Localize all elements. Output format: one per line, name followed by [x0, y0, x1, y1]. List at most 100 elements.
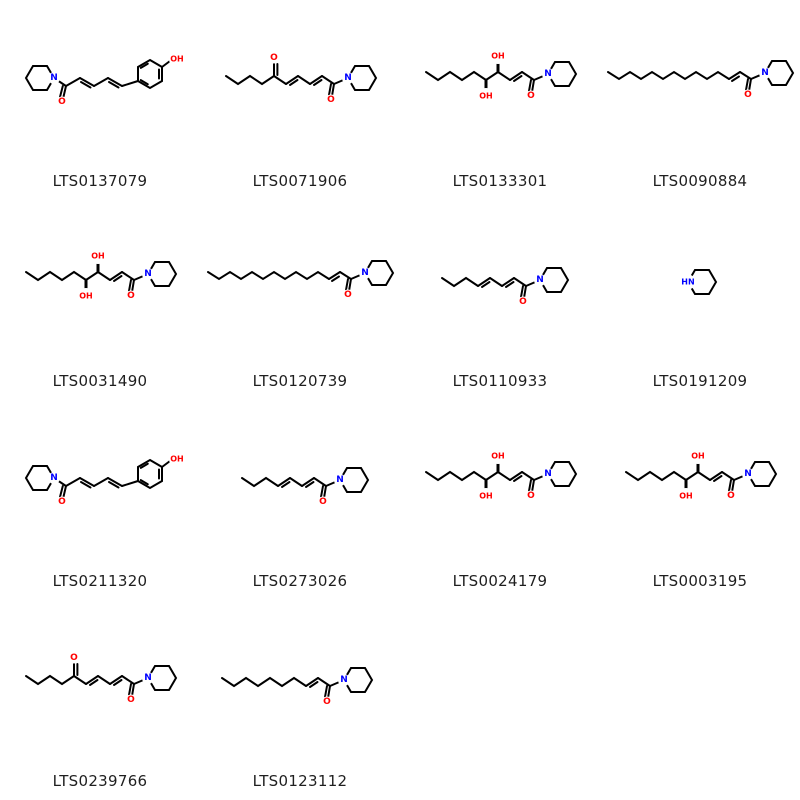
molecule-id-label: LTS0090884	[652, 172, 748, 190]
nitrogen-atom-label: N	[536, 275, 544, 285]
molecule-drawing: O N	[607, 60, 795, 101]
molecule-id-label: LTS0211320	[52, 572, 148, 590]
oxygen-atom-label: O	[527, 491, 535, 501]
oxygen-atom-label: O	[527, 91, 535, 101]
oxygen-atom-label: O	[327, 95, 335, 105]
molecule-structure: O N	[200, 200, 400, 350]
molecule-structure: O N	[200, 400, 400, 550]
molecule-cell: OH OH O N LTS0003195	[600, 400, 800, 600]
amine-atom-label: HN	[681, 278, 694, 287]
oxygen-atom-label: O	[519, 297, 527, 307]
oxygen-atom-label: O	[270, 53, 278, 63]
oxygen-atom-label: O	[58, 97, 66, 107]
molecule-structure: N O OH	[0, 0, 200, 150]
molecule-id-label: LTS0071906	[252, 172, 348, 190]
molecule-id-label: LTS0137079	[52, 172, 148, 190]
oxygen-atom-label: O	[319, 497, 327, 507]
nitrogen-atom-label: N	[144, 673, 152, 683]
molecule-structure: OH OH O N	[400, 400, 600, 550]
molecule-id-label: LTS0024179	[452, 572, 548, 590]
oxygen-atom-label: O	[744, 90, 752, 100]
nitrogen-atom-label: N	[50, 73, 58, 83]
piperidine-ring	[24, 65, 56, 91]
molecule-drawing: OH OH O N	[625, 448, 778, 504]
nitrogen-atom-label: N	[744, 469, 752, 479]
nitrogen-atom-label: N	[50, 473, 58, 483]
molecule-cell: O N LTS0123112	[200, 600, 400, 800]
piperidine-ring	[24, 465, 56, 491]
oxygen-atom-label: O	[344, 290, 352, 300]
molecule-id-label: LTS0031490	[52, 372, 148, 390]
hydroxyl-atom-label: OH	[479, 492, 493, 501]
molecule-id-label: LTS0123112	[252, 772, 348, 790]
hydroxyl-atom-label: OH	[479, 92, 493, 101]
hydroxyl-atom-label: OH	[491, 452, 505, 461]
oxygen-atom-label: O	[70, 653, 78, 663]
hydroxyl-atom-label: OH	[491, 52, 505, 61]
nitrogen-atom-label: N	[761, 68, 769, 78]
molecule-cell: N O OH LTS0211320	[0, 400, 200, 600]
molecule-drawing: O O N	[25, 652, 178, 706]
molecule-structure: N O OH	[0, 400, 200, 550]
molecule-cell: O N LTS0090884	[600, 0, 800, 200]
molecule-drawing: O O N	[225, 52, 378, 106]
molecule-structure: O N	[400, 200, 600, 350]
molecule-drawing: N O OH	[24, 51, 185, 108]
molecule-drawing: O N	[241, 467, 370, 508]
molecule-structure: OH OH O N	[400, 0, 600, 150]
nitrogen-atom-label: N	[544, 469, 552, 479]
molecule-id-label: LTS0239766	[52, 772, 148, 790]
molecule-drawing: O N	[221, 667, 374, 708]
nitrogen-atom-label: N	[544, 69, 552, 79]
molecule-drawing: HN	[680, 269, 718, 295]
molecule-cell: O N LTS0273026	[200, 400, 400, 600]
molecule-cell: N O OH LTS0137079	[0, 0, 200, 200]
molecule-id-label: LTS0191209	[652, 372, 748, 390]
molecule-cell: OH OH O N LTS0024179	[400, 400, 600, 600]
hydroxyl-atom-label: OH	[170, 455, 184, 464]
empty-cell	[400, 600, 600, 800]
molecule-structure: O N	[600, 0, 800, 150]
hydroxyl-atom-label: OH	[691, 452, 705, 461]
molecule-drawing: OH OH O N	[25, 248, 178, 304]
molecule-drawing: N O OH	[24, 451, 185, 508]
molecule-structure: OH OH O N	[600, 400, 800, 550]
nitrogen-atom-label: N	[336, 475, 344, 485]
molecule-id-label: LTS0120739	[252, 372, 348, 390]
molecule-structure: O O N	[200, 0, 400, 150]
molecule-structure: O N	[200, 600, 400, 750]
molecule-structure: OH OH O N	[0, 200, 200, 350]
molecule-drawing: O N	[207, 260, 395, 301]
hydroxyl-atom-label: OH	[170, 55, 184, 64]
nitrogen-atom-label: N	[344, 73, 352, 83]
hydroxyl-atom-label: OH	[79, 292, 93, 301]
molecule-cell: HN LTS0191209	[600, 200, 800, 400]
molecule-id-label: LTS0110933	[452, 372, 548, 390]
hydroxyl-atom-label: OH	[91, 252, 105, 261]
molecule-structure: HN	[600, 200, 800, 350]
molecule-cell: O N LTS0120739	[200, 200, 400, 400]
molecule-cell: OH OH O N LTS0031490	[0, 200, 200, 400]
hydroxyl-atom-label: OH	[679, 492, 693, 501]
nitrogen-atom-label: N	[144, 269, 152, 279]
oxygen-atom-label: O	[127, 291, 135, 301]
molecule-drawing: OH OH O N	[425, 48, 578, 104]
molecule-id-label: LTS0133301	[452, 172, 548, 190]
molecule-id-label: LTS0273026	[252, 572, 348, 590]
molecule-structure: O O N	[0, 600, 200, 750]
molecule-drawing: O N	[441, 267, 570, 308]
molecule-cell: O O N LTS0071906	[200, 0, 400, 200]
nitrogen-atom-label: N	[361, 268, 369, 278]
nitrogen-atom-label: N	[340, 675, 348, 685]
empty-cell	[600, 600, 800, 800]
oxygen-atom-label: O	[323, 697, 331, 707]
oxygen-atom-label: O	[727, 491, 735, 501]
molecule-cell: O N LTS0110933	[400, 200, 600, 400]
molecule-cell: OH OH O N LTS0133301	[400, 0, 600, 200]
molecule-cell: O O N LTS0239766	[0, 600, 200, 800]
oxygen-atom-label: O	[58, 497, 66, 507]
molecule-drawing: OH OH O N	[425, 448, 578, 504]
molecule-id-label: LTS0003195	[652, 572, 748, 590]
oxygen-atom-label: O	[127, 695, 135, 705]
